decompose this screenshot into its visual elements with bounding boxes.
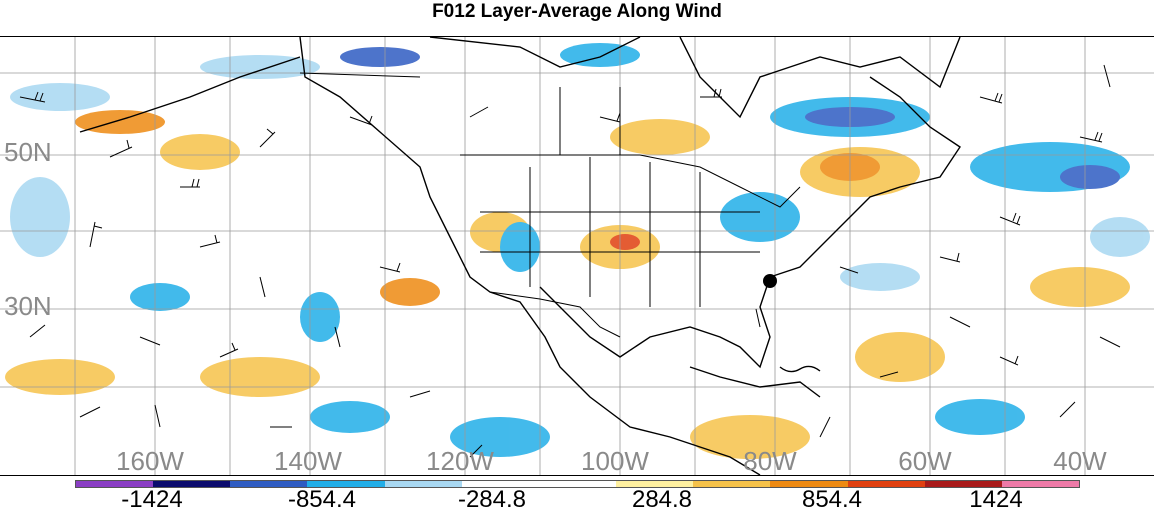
colorbar-label-5: 854.4 [801, 486, 863, 513]
colorbar-segment-0 [76, 481, 154, 487]
political-borders [299, 72, 801, 338]
lat-label-50n: 50N [4, 137, 52, 167]
colorbar-segment-12 [1001, 481, 1080, 487]
colorbar-segment-11 [924, 481, 1002, 487]
colorbar-segment-3 [307, 481, 385, 487]
colorbar-label-4: 284.8 [631, 486, 693, 513]
location-marker [763, 274, 777, 288]
plot-title: F012 Layer-Average Along Wind [432, 1, 722, 22]
colorbar-segment-7 [616, 481, 694, 487]
colorbar [75, 480, 1080, 488]
lon-label-80w: 80W [743, 446, 797, 476]
map-panel: 50N 30N [0, 36, 1154, 476]
map-svg [0, 36, 1154, 476]
colorbar-segment-10 [847, 481, 925, 487]
field-shading [5, 43, 1150, 459]
colorbar-segment-6 [538, 481, 617, 487]
colorbar-segment-2 [230, 481, 308, 487]
colorbar-segment-9 [770, 481, 848, 487]
lon-label-40w: 40W [1053, 446, 1107, 476]
lon-label-140w: 140W [274, 446, 342, 476]
lat-label-30n: 30N [4, 291, 52, 321]
colorbar-label-1: -1424 [121, 486, 183, 513]
colorbar-label-2: -854.4 [287, 486, 357, 513]
colorbar-label-6: 1424 [969, 486, 1023, 513]
lon-label-120w: 120W [426, 446, 494, 476]
colorbar-segment-8 [693, 481, 771, 487]
lon-label-100w: 100W [581, 446, 649, 476]
colorbar-segment-1 [153, 481, 231, 487]
colorbar-segment-4 [384, 481, 462, 487]
graticule [0, 37, 1154, 475]
lon-label-160w: 160W [116, 446, 184, 476]
colorbar-label-3: -284.8 [457, 486, 527, 513]
lon-label-60w: 60W [898, 446, 952, 476]
colorbar-segment-5 [461, 481, 539, 487]
coastlines [79, 36, 961, 476]
wind-barbs [19, 64, 1121, 458]
